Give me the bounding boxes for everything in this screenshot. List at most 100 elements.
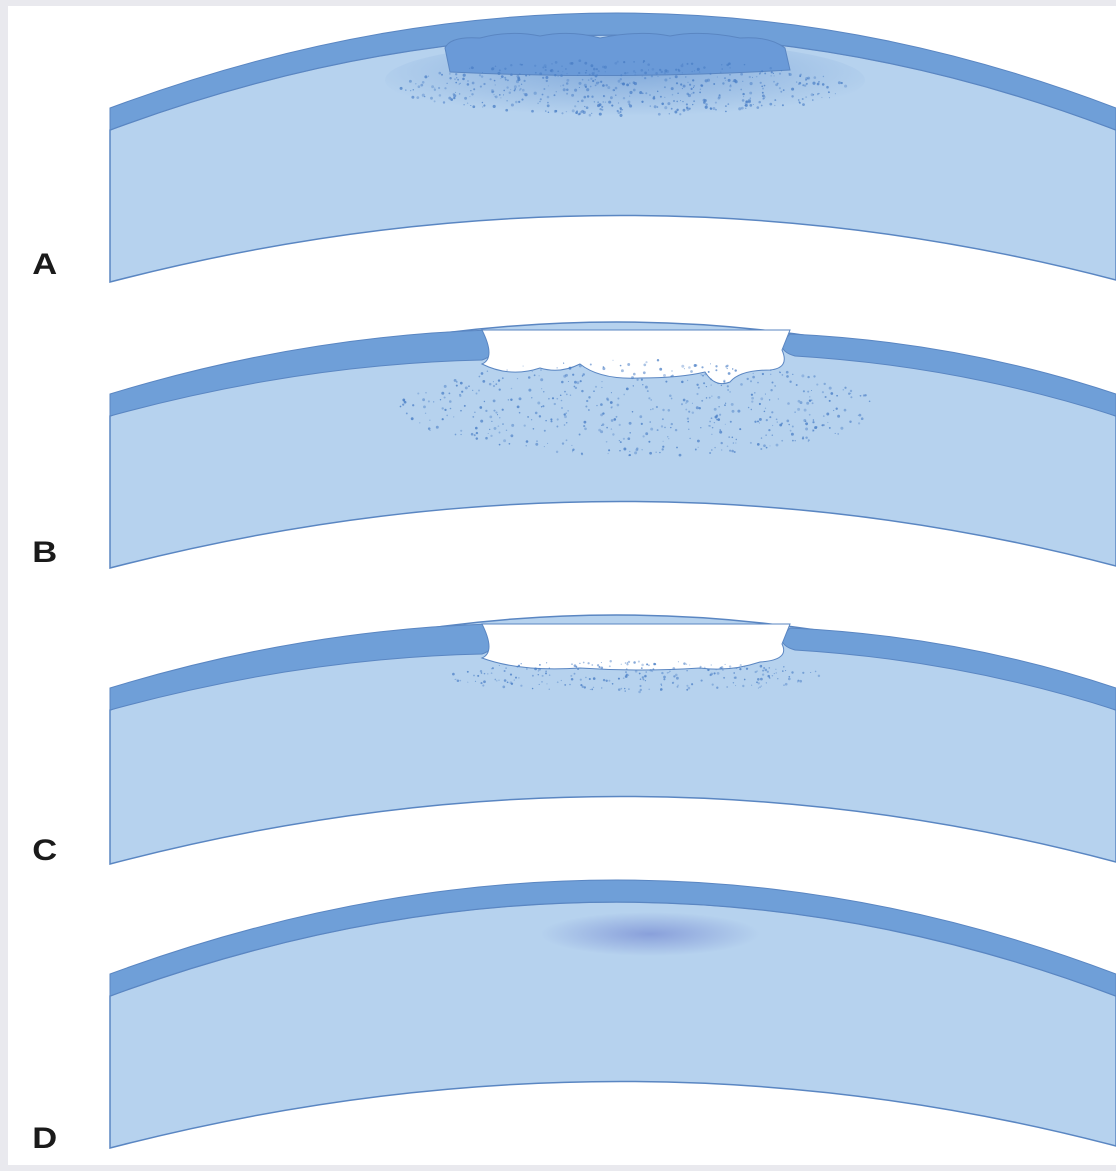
infiltrate-cell-dot bbox=[587, 79, 590, 81]
infiltrate-cell-dot bbox=[769, 445, 771, 447]
infiltrate-cell-dot bbox=[751, 396, 754, 400]
infiltrate-cell-dot bbox=[550, 69, 554, 73]
infiltrate-cell-dot bbox=[760, 448, 763, 450]
infiltrate-cell-dot bbox=[479, 85, 482, 88]
infiltrate-cell-dot bbox=[705, 385, 708, 388]
infiltrate-cell-dot bbox=[750, 408, 753, 411]
infiltrate-cell-dot bbox=[593, 101, 596, 103]
infiltrate-cell-dot bbox=[458, 93, 461, 95]
infiltrate-cell-dot bbox=[506, 86, 509, 89]
infiltrate-cell-dot bbox=[578, 59, 582, 63]
infiltrate-cell-dot bbox=[664, 426, 666, 429]
infiltrate-cell-dot bbox=[709, 673, 712, 677]
infiltrate-cell-dot bbox=[638, 690, 641, 694]
infiltrate-cell-dot bbox=[441, 407, 444, 410]
infiltrate-cell-dot bbox=[737, 409, 741, 413]
infiltrate-cell-dot bbox=[652, 96, 656, 100]
infiltrate-cell-dot bbox=[419, 422, 421, 424]
infiltrate-cell-dot bbox=[610, 419, 614, 422]
infiltrate-cell-dot bbox=[555, 450, 559, 454]
infiltrate-cell-dot bbox=[770, 75, 772, 77]
infiltrate-cell-dot bbox=[760, 397, 764, 401]
infiltrate-cell-dot bbox=[472, 67, 474, 69]
infiltrate-cell-dot bbox=[715, 669, 717, 671]
infiltrate-cell-dot bbox=[656, 90, 659, 93]
infiltrate-cell-dot bbox=[693, 100, 696, 103]
infiltrate-cell-dot bbox=[805, 427, 809, 431]
infiltrate-cell-dot bbox=[523, 424, 526, 427]
infiltrate-cell-dot bbox=[764, 407, 767, 409]
panel-a-epithelium bbox=[109, 12, 1116, 131]
infiltrate-cell-dot bbox=[610, 406, 613, 409]
infiltrate-cell-dot bbox=[403, 400, 407, 404]
infiltrate-cell-dot bbox=[773, 75, 775, 77]
infiltrate-cell-dot bbox=[483, 104, 486, 106]
infiltrate-cell-dot bbox=[716, 686, 719, 689]
infiltrate-cell-dot bbox=[674, 428, 678, 432]
infiltrate-cell-dot bbox=[685, 103, 688, 106]
infiltrate-cell-dot bbox=[600, 666, 604, 670]
infiltrate-cell-dot bbox=[780, 90, 783, 93]
infiltrate-cell-dot bbox=[412, 89, 415, 91]
infiltrate-cell-dot bbox=[453, 416, 455, 418]
infiltrate-cell-dot bbox=[582, 373, 585, 376]
infiltrate-cell-dot bbox=[573, 385, 576, 388]
infiltrate-cell-dot bbox=[690, 370, 693, 373]
infiltrate-cell-dot bbox=[566, 88, 569, 92]
infiltrate-cell-dot bbox=[771, 424, 774, 427]
infiltrate-cell-dot bbox=[491, 90, 494, 94]
infiltrate-cell-dot bbox=[531, 371, 533, 373]
infiltrate-cell-dot bbox=[555, 91, 557, 93]
infiltrate-cell-dot bbox=[821, 83, 825, 86]
infiltrate-cell-dot bbox=[597, 104, 600, 108]
infiltrate-cell-dot bbox=[545, 110, 547, 112]
infiltrate-cell-dot bbox=[472, 389, 474, 391]
infiltrate-cell-dot bbox=[704, 79, 708, 83]
infiltrate-cell-dot bbox=[498, 664, 500, 667]
infiltrate-cell-dot bbox=[556, 418, 559, 421]
infiltrate-cell-dot bbox=[562, 84, 565, 87]
infiltrate-cell-dot bbox=[715, 414, 719, 417]
infiltrate-cell-dot bbox=[576, 381, 580, 385]
infiltrate-cell-dot bbox=[575, 665, 578, 668]
infiltrate-cell-dot bbox=[606, 397, 609, 400]
infiltrate-cell-dot bbox=[620, 369, 624, 373]
infiltrate-cell-dot bbox=[510, 682, 514, 686]
infiltrate-cell-dot bbox=[672, 681, 675, 684]
infiltrate-cell-dot bbox=[740, 72, 743, 76]
infiltrate-cell-dot bbox=[682, 84, 686, 88]
infiltrate-cell-dot bbox=[493, 90, 495, 92]
infiltrate-cell-dot bbox=[649, 668, 652, 672]
infiltrate-cell-dot bbox=[801, 374, 805, 378]
infiltrate-cell-dot bbox=[677, 661, 679, 663]
infiltrate-cell-dot bbox=[516, 377, 519, 380]
infiltrate-cell-dot bbox=[857, 414, 859, 417]
infiltrate-cell-dot bbox=[563, 413, 566, 416]
infiltrate-cell-dot bbox=[454, 433, 457, 436]
infiltrate-cell-dot bbox=[495, 383, 498, 386]
infiltrate-cell-dot bbox=[579, 662, 581, 665]
infiltrate-cell-dot bbox=[545, 75, 549, 80]
infiltrate-cell-dot bbox=[641, 675, 645, 679]
infiltrate-cell-dot bbox=[481, 101, 484, 104]
infiltrate-cell-dot bbox=[627, 674, 630, 676]
infiltrate-cell-dot bbox=[775, 443, 779, 447]
infiltrate-cell-dot bbox=[686, 670, 688, 672]
infiltrate-cell-dot bbox=[609, 401, 613, 404]
infiltrate-cell-dot bbox=[749, 104, 753, 107]
infiltrate-cell-dot bbox=[602, 412, 605, 415]
infiltrate-cell-dot bbox=[665, 69, 670, 74]
infiltrate-cell-dot bbox=[754, 392, 756, 394]
infiltrate-cell-dot bbox=[749, 380, 753, 383]
infiltrate-cell-dot bbox=[627, 100, 631, 104]
infiltrate-cell-dot bbox=[478, 74, 482, 77]
infiltrate-cell-dot bbox=[732, 682, 735, 684]
infiltrate-cell-dot bbox=[453, 96, 456, 100]
infiltrate-cell-dot bbox=[433, 401, 435, 403]
infiltrate-cell-dot bbox=[686, 684, 689, 687]
infiltrate-cell-dot bbox=[697, 446, 699, 448]
infiltrate-cell-dot bbox=[685, 106, 689, 109]
infiltrate-cell-dot bbox=[496, 680, 498, 682]
infiltrate-cell-dot bbox=[789, 380, 792, 383]
infiltrate-cell-dot bbox=[538, 375, 540, 377]
